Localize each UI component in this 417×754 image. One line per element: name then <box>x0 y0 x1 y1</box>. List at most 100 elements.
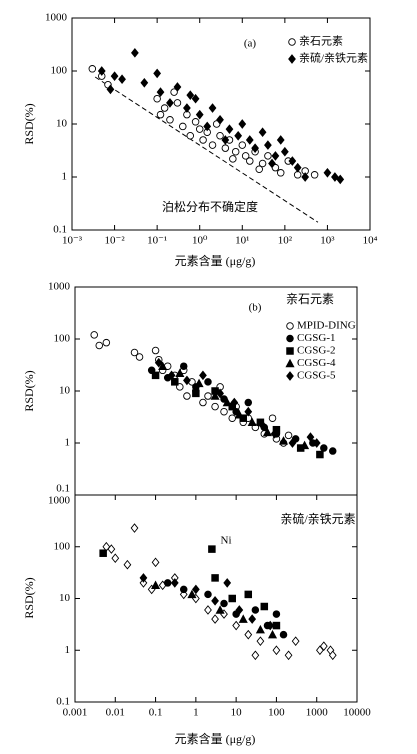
point <box>244 406 253 417</box>
point <box>153 68 162 79</box>
point <box>167 370 176 381</box>
point <box>160 104 169 112</box>
point <box>244 590 253 599</box>
point <box>210 391 220 400</box>
point <box>288 438 297 448</box>
point <box>264 140 272 150</box>
point <box>186 90 195 100</box>
point <box>244 629 253 640</box>
point <box>255 624 265 634</box>
point <box>268 414 277 422</box>
point <box>319 641 328 651</box>
point <box>272 621 281 630</box>
point <box>220 599 228 608</box>
point <box>238 614 248 623</box>
point <box>225 124 234 134</box>
legend-label: CGSG-1 <box>297 332 336 344</box>
x-tick-label: 10¹ <box>235 235 249 247</box>
point <box>131 48 139 58</box>
point <box>191 93 200 104</box>
point <box>245 135 254 145</box>
point <box>135 353 144 361</box>
reference-label: 泊松分布不确定度 <box>162 199 258 214</box>
x-tick-label: 10² <box>278 235 293 247</box>
y-tick-label: 10 <box>59 385 71 397</box>
annotation: Ni <box>221 535 232 547</box>
point <box>238 119 247 129</box>
legend-label: CGSG-4 <box>297 357 336 369</box>
point <box>228 594 236 603</box>
x-axis-label: 元素含量 (μg/g) <box>175 731 256 746</box>
point <box>199 136 207 144</box>
y-tick-label: 1 <box>65 644 71 656</box>
panel-subtitle: 亲石元素 <box>286 292 334 306</box>
x-tick-label: 10000 <box>343 707 371 719</box>
point <box>179 362 188 370</box>
point <box>270 429 279 439</box>
legend-marker <box>286 322 294 330</box>
point <box>316 450 324 459</box>
x-tick-label: 10⁻³ <box>62 235 83 247</box>
point <box>268 158 276 169</box>
x-tick-label: 0.1 <box>149 707 163 719</box>
point <box>258 420 267 431</box>
point <box>203 121 212 132</box>
point <box>262 427 273 437</box>
point <box>195 109 204 120</box>
point <box>156 87 165 97</box>
legend-label: MPID-DING <box>297 320 356 332</box>
point <box>170 88 178 96</box>
point <box>312 438 321 448</box>
point <box>256 636 265 646</box>
point <box>118 74 126 85</box>
x-tick-label: 1 <box>193 707 199 719</box>
point <box>258 127 267 138</box>
point <box>211 614 219 624</box>
point <box>255 165 263 174</box>
x-tick-label: 10⁻² <box>105 235 126 247</box>
point <box>328 447 337 455</box>
point <box>88 65 97 73</box>
point <box>244 398 253 407</box>
point <box>241 152 250 160</box>
point <box>153 94 161 103</box>
point <box>272 645 281 656</box>
point <box>204 392 212 400</box>
legend-marker <box>286 334 294 343</box>
point <box>95 341 104 350</box>
point <box>223 578 232 588</box>
point <box>288 156 297 166</box>
point <box>211 574 219 582</box>
point <box>231 147 240 156</box>
point <box>215 605 225 614</box>
point <box>266 620 275 631</box>
point <box>154 357 163 368</box>
y-tick-label: 100 <box>54 333 71 345</box>
legend-label: CGSG-5 <box>297 370 336 382</box>
point <box>107 544 116 554</box>
point <box>158 361 168 370</box>
point <box>301 172 310 182</box>
point <box>166 116 174 124</box>
point <box>111 553 120 564</box>
point <box>173 99 182 107</box>
x-tick-label: 10⁰ <box>192 235 208 247</box>
y-axis-label: RSD(%) <box>22 370 36 411</box>
point <box>140 77 149 88</box>
point <box>90 331 98 339</box>
x-tick-label: 10³ <box>320 235 335 247</box>
x-axis-label: 元素含量 (μg/g) <box>175 253 256 268</box>
point <box>130 523 139 533</box>
point <box>293 162 302 173</box>
point <box>204 590 212 599</box>
point <box>291 636 300 646</box>
point <box>284 431 293 440</box>
point <box>106 84 115 95</box>
point <box>234 409 244 419</box>
point <box>151 371 160 380</box>
x-tick-label: 1000 <box>306 707 329 719</box>
point <box>139 578 148 588</box>
point <box>166 98 174 108</box>
point <box>171 378 179 386</box>
point <box>320 444 328 452</box>
